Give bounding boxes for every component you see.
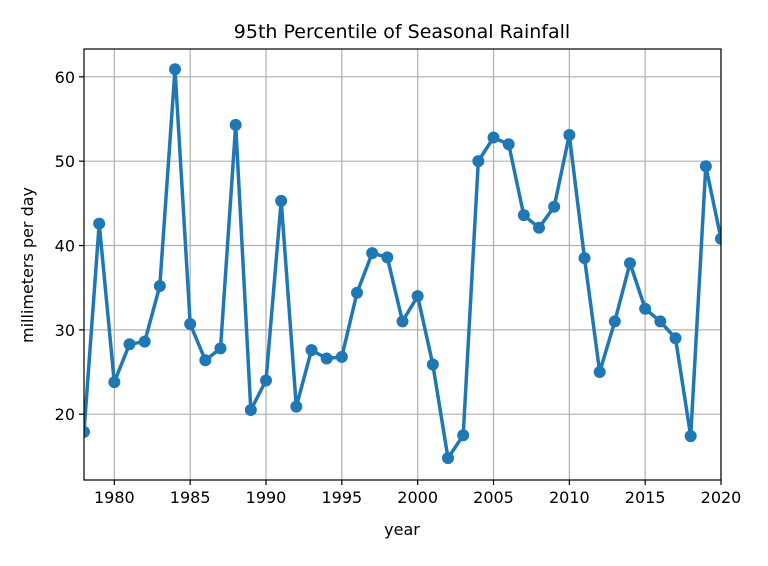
data-point-1995 — [335, 350, 348, 363]
data-point-1989 — [244, 403, 257, 416]
data-point-1979 — [93, 217, 106, 230]
data-point-1994 — [320, 352, 333, 365]
data-point-2002 — [442, 452, 454, 465]
y-tick-label: 50 — [55, 152, 75, 171]
x-tick-label: 2020 — [701, 488, 742, 507]
data-point-2000 — [411, 290, 424, 303]
data-point-2005 — [487, 131, 500, 144]
x-tick-label: 2015 — [625, 488, 666, 507]
data-point-2007 — [517, 209, 530, 222]
plot-frame — [83, 48, 722, 481]
data-point-2011 — [578, 252, 591, 265]
data-point-2014 — [624, 257, 636, 270]
data-point-1980 — [108, 376, 121, 389]
data-point-1983 — [153, 280, 166, 293]
data-point-2017 — [669, 332, 682, 345]
data-point-1997 — [366, 247, 379, 260]
data-point-1998 — [381, 251, 394, 264]
data-point-1988 — [229, 118, 242, 131]
y-axis: 20 30 40 50 60 — [55, 68, 84, 424]
data-point-2008 — [533, 221, 545, 234]
x-tick-label: 1980 — [94, 488, 135, 507]
data-point-1993 — [305, 344, 318, 357]
x-tick-label: 1990 — [246, 488, 287, 507]
data-point-1985 — [184, 317, 197, 330]
data-point-2015 — [639, 302, 652, 315]
data-point-2018 — [684, 430, 697, 443]
data-point-1982 — [138, 335, 151, 348]
data-point-2019 — [699, 160, 712, 173]
x-tick-label: 2005 — [473, 488, 514, 507]
y-tick-label: 60 — [55, 68, 75, 87]
data-point-1999 — [396, 315, 409, 328]
data-point-2013 — [608, 315, 621, 328]
x-tick-label: 2000 — [397, 488, 438, 507]
x-axis-label: year — [384, 520, 420, 539]
data-point-1992 — [290, 400, 303, 413]
data-point-1984 — [169, 63, 181, 76]
data-point-1991 — [275, 194, 288, 207]
data-point-1978 — [84, 425, 90, 438]
series — [84, 63, 721, 465]
data-point-2001 — [426, 358, 439, 371]
data-point-2010 — [563, 129, 576, 142]
data-point-1990 — [260, 374, 272, 387]
y-axis-label: millimeters per day — [18, 187, 37, 343]
y-tick-label: 40 — [55, 237, 75, 256]
data-point-2003 — [457, 429, 470, 442]
y-tick-label: 20 — [55, 405, 75, 424]
y-tick-label: 30 — [55, 321, 75, 340]
data-point-2009 — [548, 200, 561, 213]
data-point-1981 — [123, 338, 136, 351]
x-tick-label: 1985 — [170, 488, 211, 507]
data-point-2012 — [593, 366, 606, 379]
data-point-1986 — [199, 354, 212, 367]
chart-title: 95th Percentile of Seasonal Rainfall — [234, 21, 570, 43]
x-axis: 1980 1985 1990 1995 2000 2005 2010 2015 2020 — [94, 480, 741, 507]
data-point-2004 — [472, 155, 485, 168]
x-tick-label: 2010 — [549, 488, 590, 507]
data-point-2006 — [502, 138, 515, 151]
data-point-2016 — [654, 315, 667, 328]
x-tick-label: 1995 — [321, 488, 362, 507]
data-point-1996 — [351, 286, 363, 299]
data-point-1987 — [214, 342, 227, 355]
data-point-2020 — [715, 232, 721, 245]
